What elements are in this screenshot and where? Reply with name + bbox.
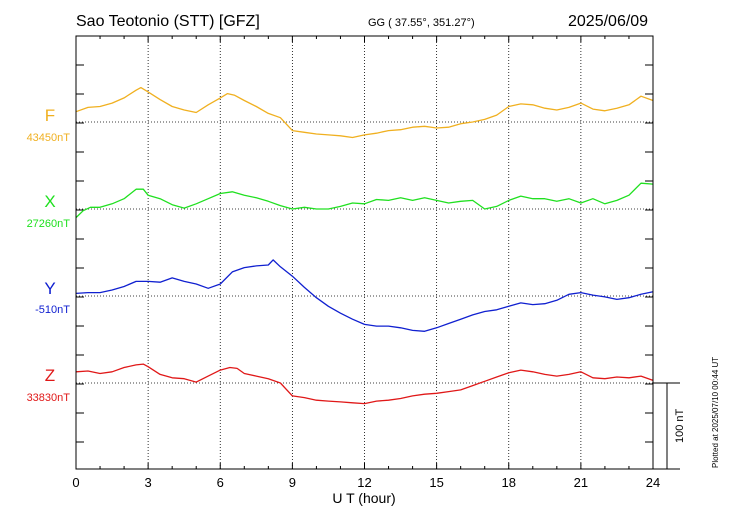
coordinates-label: GG ( 37.55°, 351.27°)	[368, 17, 475, 29]
series-line-y	[75, 259, 654, 332]
component-labels: F 43450nT X 27260nT Y -510nT Z 33830nT	[27, 106, 71, 404]
component-label-y: Y	[44, 279, 55, 298]
x-tick-label: 3	[145, 475, 152, 490]
scale-bar: 100 nT	[653, 382, 686, 470]
scale-bar-label: 100 nT	[674, 408, 686, 443]
baseline-value-z: 33830nT	[27, 392, 71, 404]
x-tick-label: 15	[429, 475, 443, 490]
baseline-value-y: -510nT	[35, 304, 70, 316]
x-tick-label: 0	[72, 475, 79, 490]
baseline-value-x: 27260nT	[27, 218, 71, 230]
baseline-value-f: 43450nT	[27, 132, 71, 144]
series-lines	[75, 86, 654, 405]
x-tick-label: 24	[646, 475, 660, 490]
x-axis-label: U T (hour)	[332, 490, 395, 506]
baselines	[76, 121, 653, 384]
grid	[76, 36, 653, 469]
series-line-x	[75, 182, 654, 219]
x-tick-label: 18	[502, 475, 516, 490]
x-axis-ticks: 0 3 6 9 12 15 18 21 24	[72, 36, 660, 490]
x-tick-label: 12	[357, 475, 371, 490]
component-label-z: Z	[45, 366, 55, 385]
component-label-f: F	[45, 106, 55, 125]
x-tick-label: 21	[574, 475, 588, 490]
series-line-f	[75, 86, 654, 139]
series-line-z	[75, 363, 654, 405]
station-title: Sao Teotonio (STT) [GFZ]	[76, 13, 260, 30]
plotted-timestamp: Plotted at 2025/07/10 00:44 UT	[711, 357, 720, 468]
component-label-x: X	[44, 192, 55, 211]
date-label: 2025/06/09	[568, 13, 648, 30]
x-tick-label: 9	[289, 475, 296, 490]
x-tick-label: 6	[217, 475, 224, 490]
